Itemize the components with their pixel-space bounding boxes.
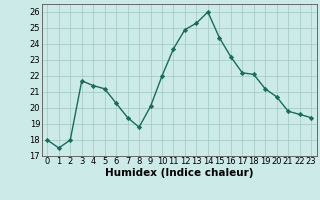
X-axis label: Humidex (Indice chaleur): Humidex (Indice chaleur) bbox=[105, 168, 253, 178]
